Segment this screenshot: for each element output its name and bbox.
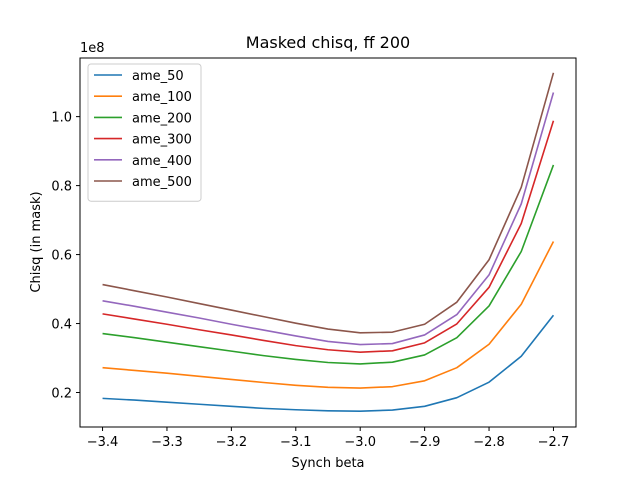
y-tick-label: 0.8	[51, 180, 72, 195]
legend-label: ame_500	[132, 175, 192, 190]
y-tick-label: 1.0	[51, 111, 72, 126]
x-tick-label: −2.9	[409, 435, 441, 450]
series-line-ame_200	[102, 164, 555, 365]
y-offset-label: 1e8	[80, 41, 105, 56]
legend: ame_50 ame_100 ame_200 ame_300 ame_400 ame_50…	[87, 63, 202, 202]
x-axis: −3.4 −3.3 −3.2 −3.1 −3.0 −2.9 −2.8 −2.7	[87, 427, 569, 450]
x-tick-label: −3.0	[344, 435, 376, 450]
x-tick-label: −3.4	[87, 435, 119, 450]
y-tick-label: 0.6	[51, 249, 72, 264]
y-axis-label: Chisq (in mask)	[29, 191, 44, 292]
legend-box	[87, 63, 202, 202]
series-line-ame_500	[102, 72, 555, 334]
legend-label: ame_200	[132, 111, 192, 126]
chart-title: Masked chisq, ff 200	[246, 33, 410, 52]
x-tick-label: −3.2	[216, 435, 248, 450]
series-line-ame_400	[102, 92, 555, 346]
legend-label: ame_100	[132, 90, 192, 105]
legend-label: ame_400	[132, 154, 192, 169]
x-axis-label: Synch beta	[291, 456, 364, 471]
axes-frame	[79, 57, 577, 428]
x-tick-label: −2.8	[473, 435, 505, 450]
series-line-ame_50	[102, 314, 555, 412]
x-tick-label: −3.1	[280, 435, 312, 450]
legend-label: ame_300	[132, 133, 192, 148]
plot-area	[102, 72, 555, 412]
x-tick-label: −2.7	[538, 435, 570, 450]
series-line-ame_100	[102, 241, 555, 389]
series-line-ame_300	[102, 120, 555, 353]
y-axis: 0.2 0.4 0.6 0.8 1.0	[51, 111, 80, 402]
y-tick-label: 0.2	[51, 387, 72, 402]
y-tick-label: 0.4	[51, 318, 72, 333]
legend-label: ame_50	[132, 69, 184, 84]
x-tick-label: −3.3	[151, 435, 183, 450]
